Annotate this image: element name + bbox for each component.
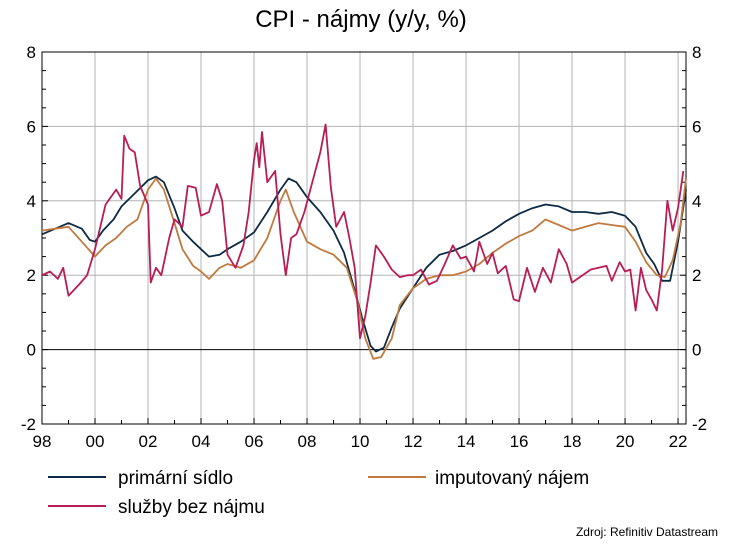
x-tick-label: 22 bbox=[669, 432, 688, 451]
chart-title: CPI - nájmy (y/y, %) bbox=[255, 6, 467, 33]
right-y-tick-labels: -2 0 2 4 6 8 bbox=[692, 43, 707, 434]
legend-label-primarni-sidlo: primární sídlo bbox=[118, 468, 233, 489]
plot-border bbox=[41, 51, 687, 425]
x-tick-label: 10 bbox=[351, 432, 370, 451]
x-tick-label: 12 bbox=[404, 432, 423, 451]
x-tick-label: 08 bbox=[298, 432, 317, 451]
grid bbox=[42, 52, 686, 424]
y-tick-label-left: 0 bbox=[27, 341, 36, 360]
x-tick-label: 98 bbox=[33, 432, 52, 451]
y-tick-label-right: 4 bbox=[692, 192, 701, 211]
y-tick-label-right: -2 bbox=[692, 415, 707, 434]
left-y-tick-labels: -2 0 2 4 6 8 bbox=[21, 43, 36, 434]
legend-label-sluzby-bez-najmu: služby bez nájmu bbox=[118, 497, 265, 518]
y-tick-label-left: 4 bbox=[27, 192, 36, 211]
source-note: Zdroj: Refinitiv Datastream bbox=[576, 525, 718, 539]
y-tick-label-left: 8 bbox=[27, 43, 36, 62]
legend-label-imputovany-najem: imputovaný nájem bbox=[435, 468, 589, 489]
y-tick-label-right: 2 bbox=[692, 266, 701, 285]
y-tick-label-right: 8 bbox=[692, 43, 701, 62]
plot-frame bbox=[41, 51, 687, 425]
x-tick-label: 04 bbox=[192, 432, 211, 451]
y-tick-label-left: 2 bbox=[27, 266, 36, 285]
series-line-1 bbox=[41, 177, 687, 360]
y-tick-label-left: -2 bbox=[21, 415, 36, 434]
x-tick-label: 14 bbox=[457, 432, 476, 451]
y-tick-label-left: 6 bbox=[27, 117, 36, 136]
series-line-2 bbox=[41, 123, 685, 340]
x-tick-labels: 98 00 02 04 06 08 10 12 14 16 18 20 22 bbox=[33, 432, 688, 451]
minor-ticks bbox=[41, 51, 686, 425]
x-tick-label: 02 bbox=[139, 432, 158, 451]
x-tick-label: 20 bbox=[616, 432, 635, 451]
x-tick-label: 06 bbox=[245, 432, 264, 451]
series-lines bbox=[41, 123, 687, 360]
y-tick-label-right: 6 bbox=[692, 117, 701, 136]
x-tick-label: 00 bbox=[86, 432, 105, 451]
y-tick-label-right: 0 bbox=[692, 341, 701, 360]
x-tick-label: 16 bbox=[510, 432, 529, 451]
legend: primární sídlo imputovaný nájem služby b… bbox=[48, 468, 589, 518]
x-tick-label: 18 bbox=[563, 432, 582, 451]
